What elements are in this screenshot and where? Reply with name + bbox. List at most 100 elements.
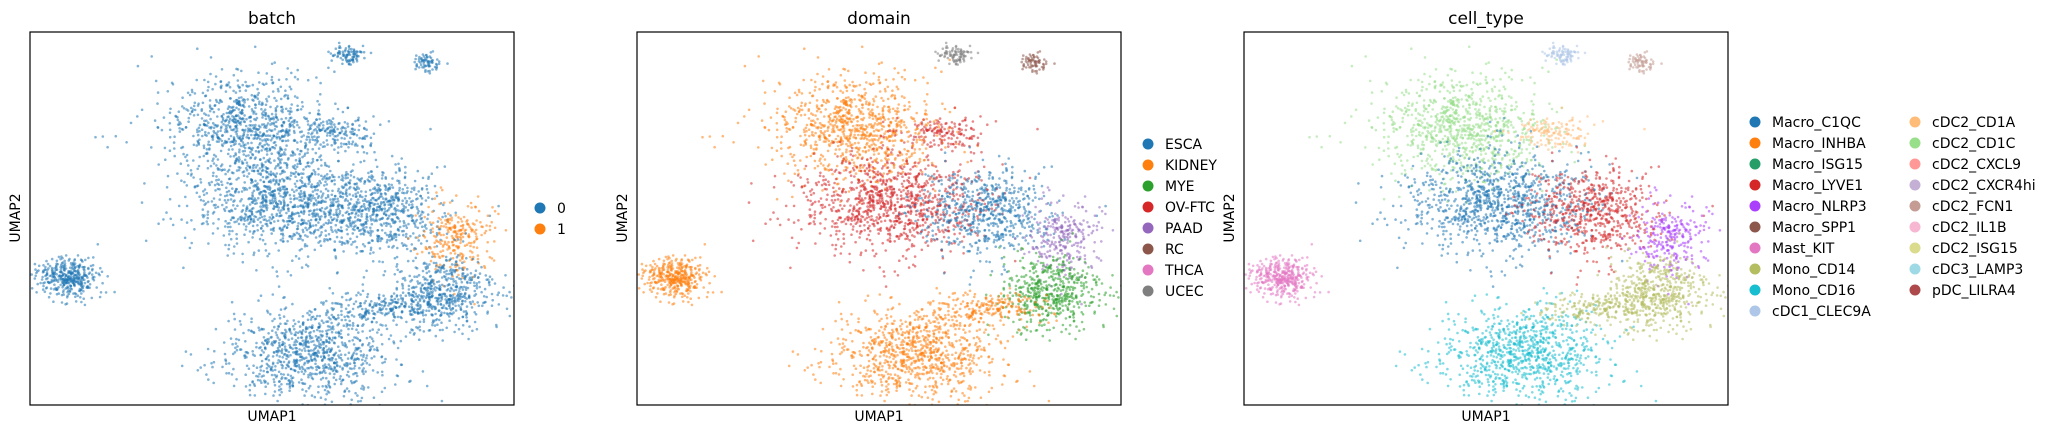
data-point	[285, 226, 289, 230]
data-point	[325, 134, 329, 137]
data-point	[271, 215, 275, 219]
data-point	[424, 70, 427, 73]
data-point	[468, 225, 471, 229]
data-point	[354, 224, 357, 228]
data-point	[442, 225, 446, 228]
data-point	[307, 219, 310, 223]
data-point	[61, 290, 65, 294]
data-point	[413, 286, 416, 290]
data-point	[80, 282, 83, 286]
data-point	[291, 302, 294, 306]
data-point	[237, 108, 241, 111]
data-point	[392, 292, 396, 295]
data-point	[192, 143, 196, 147]
data-point	[268, 185, 271, 188]
data-point	[267, 332, 270, 335]
data-point	[350, 142, 354, 146]
data-point	[392, 199, 396, 202]
data-point	[439, 268, 443, 272]
data-point	[325, 299, 328, 303]
data-point	[203, 78, 206, 82]
data-point	[228, 117, 232, 121]
data-point	[384, 198, 388, 201]
data-point	[297, 192, 301, 195]
data-point	[347, 140, 351, 144]
data-point	[376, 188, 380, 192]
data-point	[65, 273, 68, 277]
data-point	[422, 318, 426, 321]
data-point	[257, 299, 260, 302]
data-point	[451, 283, 455, 287]
data-point	[236, 134, 239, 138]
data-point	[280, 363, 283, 367]
data-point	[318, 103, 321, 106]
data-point	[292, 351, 295, 354]
data-point	[246, 85, 249, 88]
data-point	[419, 305, 422, 309]
data-point	[387, 304, 390, 307]
data-point	[235, 106, 238, 110]
data-point	[493, 240, 496, 243]
data-point	[375, 213, 379, 217]
data-point	[207, 378, 210, 381]
data-point	[324, 384, 328, 388]
data-point	[431, 305, 434, 308]
data-point	[220, 100, 224, 104]
data-point	[473, 311, 477, 314]
data-point	[469, 255, 472, 259]
data-point	[475, 219, 478, 222]
data-point	[399, 297, 403, 300]
data-point	[362, 386, 366, 389]
data-point	[440, 283, 444, 287]
data-point	[415, 218, 419, 222]
data-point	[241, 208, 245, 212]
data-point	[47, 295, 51, 299]
data-point	[367, 171, 370, 175]
data-point	[453, 330, 456, 334]
data-point	[279, 387, 283, 391]
data-point	[287, 365, 291, 369]
data-point	[431, 290, 435, 293]
data-point	[383, 210, 387, 213]
data-point	[328, 372, 332, 375]
data-point	[451, 307, 455, 310]
data-point	[190, 241, 193, 245]
data-point	[409, 249, 413, 253]
data-point	[335, 317, 338, 321]
data-point	[356, 226, 360, 230]
data-point	[202, 199, 205, 203]
data-point	[308, 175, 312, 178]
data-point	[204, 202, 208, 205]
data-point	[408, 380, 411, 384]
data-point	[376, 228, 380, 232]
data-point	[443, 165, 447, 168]
data-point	[274, 113, 278, 116]
data-point	[467, 223, 470, 226]
data-point	[269, 170, 273, 174]
data-point	[245, 188, 249, 191]
data-point	[197, 164, 201, 168]
data-point	[234, 187, 238, 191]
data-point	[250, 93, 254, 97]
data-point	[223, 119, 227, 123]
data-point	[319, 93, 322, 96]
data-point	[477, 276, 480, 279]
data-point	[398, 189, 401, 192]
data-point	[314, 143, 317, 146]
data-point	[461, 315, 465, 319]
data-point	[249, 156, 253, 159]
data-point	[285, 382, 289, 386]
data-point	[425, 54, 428, 57]
data-point	[461, 232, 464, 235]
data-point	[351, 240, 355, 244]
data-point	[78, 273, 82, 276]
data-point	[313, 347, 316, 351]
data-point	[289, 346, 292, 349]
data-point	[256, 97, 260, 100]
data-point	[292, 125, 296, 129]
data-point	[483, 231, 487, 235]
data-point	[251, 350, 254, 353]
data-point	[308, 223, 312, 226]
data-point	[298, 199, 301, 202]
data-point	[329, 221, 333, 224]
